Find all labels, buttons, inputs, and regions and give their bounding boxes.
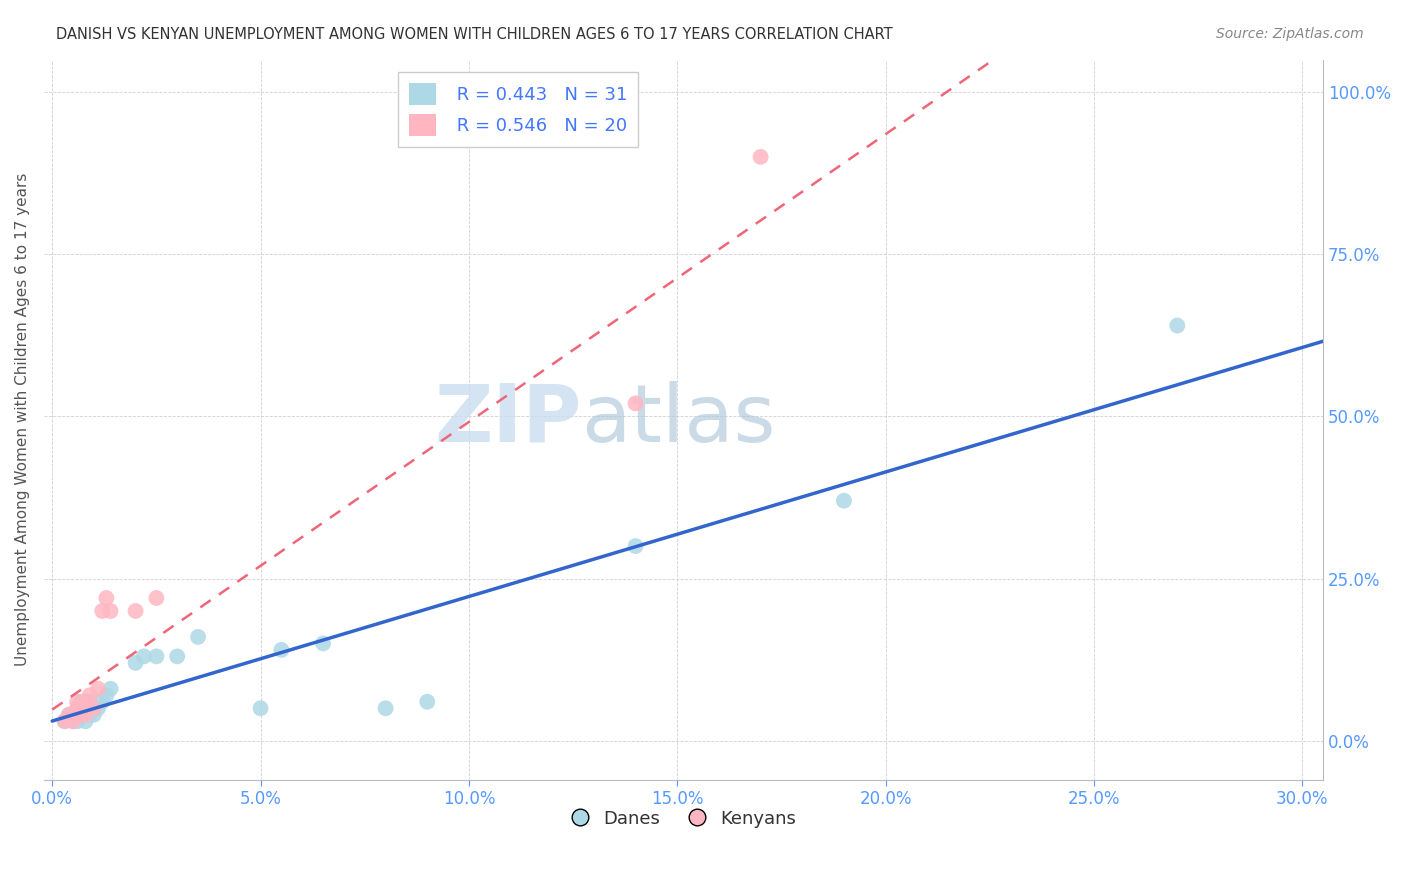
Point: [83, 707, 105, 722]
Point: [53, 714, 76, 729]
Point: [187, 630, 209, 644]
Point: [58, 707, 80, 722]
Point: [100, 604, 122, 618]
Text: ZIP: ZIP: [434, 381, 581, 458]
Point: [624, 396, 647, 410]
Point: [79, 707, 101, 722]
Point: [91, 604, 114, 618]
Point: [124, 656, 146, 670]
Point: [66, 695, 89, 709]
Legend: Danes, Kenyans: Danes, Kenyans: [564, 803, 803, 836]
Point: [87, 701, 110, 715]
Point: [70, 695, 93, 709]
Point: [62, 707, 84, 722]
Point: [624, 539, 647, 553]
Point: [249, 701, 271, 715]
Text: atlas: atlas: [581, 381, 776, 458]
Point: [75, 714, 97, 729]
Point: [124, 604, 146, 618]
Point: [96, 688, 118, 702]
Point: [66, 701, 89, 715]
Point: [312, 636, 335, 650]
Point: [66, 714, 89, 729]
Point: [83, 701, 105, 715]
Point: [166, 649, 188, 664]
Point: [75, 707, 97, 722]
Point: [66, 701, 89, 715]
Point: [83, 701, 105, 715]
Point: [62, 707, 84, 722]
Point: [62, 714, 84, 729]
Point: [79, 688, 101, 702]
Point: [1166, 318, 1188, 333]
Point: [58, 707, 80, 722]
Point: [145, 649, 167, 664]
Point: [832, 493, 855, 508]
Point: [374, 701, 396, 715]
Point: [70, 701, 93, 715]
Point: [145, 591, 167, 605]
Point: [100, 681, 122, 696]
Point: [62, 714, 84, 729]
Point: [87, 681, 110, 696]
Point: [96, 591, 118, 605]
Y-axis label: Unemployment Among Women with Children Ages 6 to 17 years: Unemployment Among Women with Children A…: [15, 173, 30, 666]
Point: [79, 695, 101, 709]
Point: [53, 714, 76, 729]
Point: [416, 695, 439, 709]
Point: [75, 695, 97, 709]
Point: [70, 707, 93, 722]
Point: [749, 150, 772, 164]
Point: [70, 707, 93, 722]
Point: [270, 643, 292, 657]
Point: [75, 701, 97, 715]
Point: [91, 695, 114, 709]
Text: Source: ZipAtlas.com: Source: ZipAtlas.com: [1216, 27, 1364, 41]
Text: DANISH VS KENYAN UNEMPLOYMENT AMONG WOMEN WITH CHILDREN AGES 6 TO 17 YEARS CORRE: DANISH VS KENYAN UNEMPLOYMENT AMONG WOME…: [56, 27, 893, 42]
Point: [132, 649, 155, 664]
